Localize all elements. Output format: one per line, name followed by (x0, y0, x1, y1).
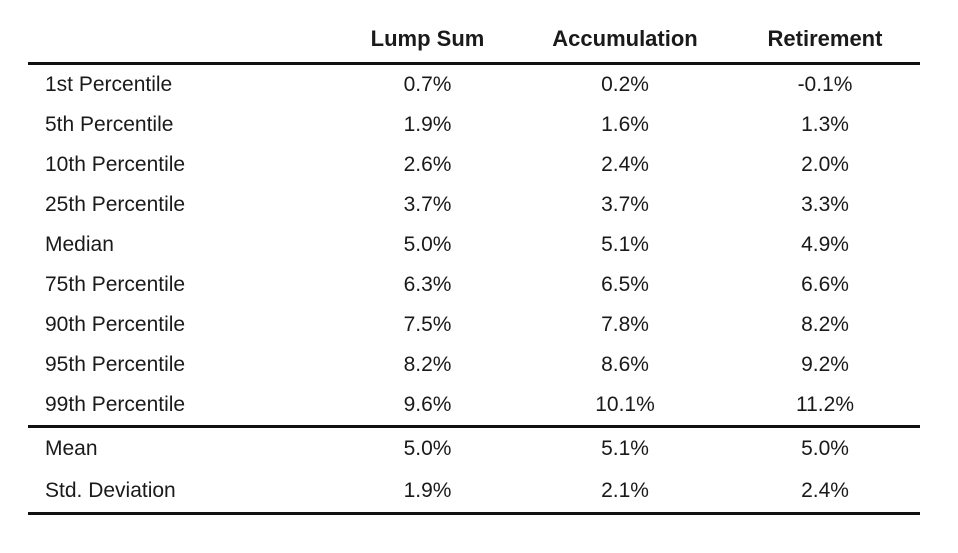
cell-value: 10.1% (595, 393, 655, 416)
column-header-accumulation: Accumulation (520, 26, 730, 65)
row-label: Mean (28, 425, 335, 470)
row-label: 75th Percentile (45, 273, 186, 296)
table-row-mean: Mean 5.0% 5.1% 5.0% (28, 425, 920, 470)
cell-value: 5.0% (403, 233, 452, 256)
cell-value: 3.7% (403, 193, 452, 216)
cell-value: 1.3% (801, 113, 849, 136)
cell-value: 5.0% (335, 425, 520, 470)
cell-value: 0.7% (403, 73, 452, 96)
cell-value: 2.6% (403, 153, 452, 176)
cell-value: 11.2% (796, 393, 854, 416)
cell-value: 9.6% (403, 393, 452, 416)
cell-value: -0.1% (797, 73, 853, 96)
cell-value: 7.5% (403, 313, 452, 336)
table-row-std-deviation: Std. Deviation 1.9% 2.1% 2.4% (28, 470, 920, 514)
table-row: 1st Percentile 0.7% 0.2% -0.1% (28, 64, 920, 106)
row-label: Median (45, 233, 114, 256)
cell-value: 3.7% (601, 193, 649, 216)
summary-rows: Mean 5.0% 5.1% 5.0% Std. Deviation 1.9% … (28, 425, 920, 514)
cell-value: 9.2% (801, 353, 849, 376)
cell-value: 6.5% (601, 273, 649, 296)
column-header-retirement: Retirement (730, 26, 920, 65)
row-label: Std. Deviation (45, 479, 176, 502)
statistics-table: Lump Sum Accumulation Retirement 1st Per… (28, 26, 920, 515)
cell-value: 2.4% (601, 153, 649, 176)
cell-value: 2.0% (801, 153, 849, 176)
cell-value: 1.9% (403, 113, 452, 136)
cell-value: 1.9% (403, 479, 452, 502)
cell-value: 1.6% (601, 113, 649, 136)
cell-value: 8.2% (801, 313, 849, 336)
table-row: 90th Percentile 7.5% 7.8% 8.2% (28, 305, 920, 345)
cell-value: 8.6% (601, 353, 649, 376)
row-label: 90th Percentile (45, 313, 186, 336)
cell-value: 6.3% (403, 273, 452, 296)
header-row: Lump Sum Accumulation Retirement (28, 26, 920, 65)
cell-value: 5.1% (520, 425, 730, 470)
row-label: 1st Percentile (45, 73, 173, 96)
cell-value: 0.2% (601, 73, 649, 96)
cell-value: 2.4% (801, 479, 849, 502)
column-header-lump-sum: Lump Sum (335, 26, 520, 65)
percentile-statistics-table: Lump Sum Accumulation Retirement 1st Per… (28, 26, 920, 515)
table-row: 25th Percentile 3.7% 3.7% 3.3% (28, 185, 920, 225)
row-label: 10th Percentile (45, 153, 186, 176)
cell-value: 5.0% (730, 425, 920, 470)
table-row: Median 5.0% 5.1% 4.9% (28, 225, 920, 265)
percentile-rows: 1st Percentile 0.7% 0.2% -0.1% 5th Perce… (28, 64, 920, 427)
row-label: 99th Percentile (45, 393, 186, 416)
row-label: 95th Percentile (45, 353, 186, 376)
cell-value: 2.1% (601, 479, 649, 502)
table-row: 10th Percentile 2.6% 2.4% 2.0% (28, 145, 920, 185)
table-row: 95th Percentile 8.2% 8.6% 9.2% (28, 345, 920, 385)
cell-value: 3.3% (801, 193, 849, 216)
corner-cell (28, 26, 335, 65)
table-row: 5th Percentile 1.9% 1.6% 1.3% (28, 105, 920, 145)
cell-value: 4.9% (801, 233, 849, 256)
cell-value: 5.1% (601, 233, 649, 256)
cell-value: 8.2% (403, 353, 452, 376)
cell-value: 6.6% (801, 273, 849, 296)
cell-value: 7.8% (601, 313, 649, 336)
table-row: 99th Percentile 9.6% 10.1% 11.2% (28, 385, 920, 427)
table-row: 75th Percentile 6.3% 6.5% 6.6% (28, 265, 920, 305)
row-label: 5th Percentile (45, 113, 174, 136)
row-label: 25th Percentile (45, 193, 186, 216)
